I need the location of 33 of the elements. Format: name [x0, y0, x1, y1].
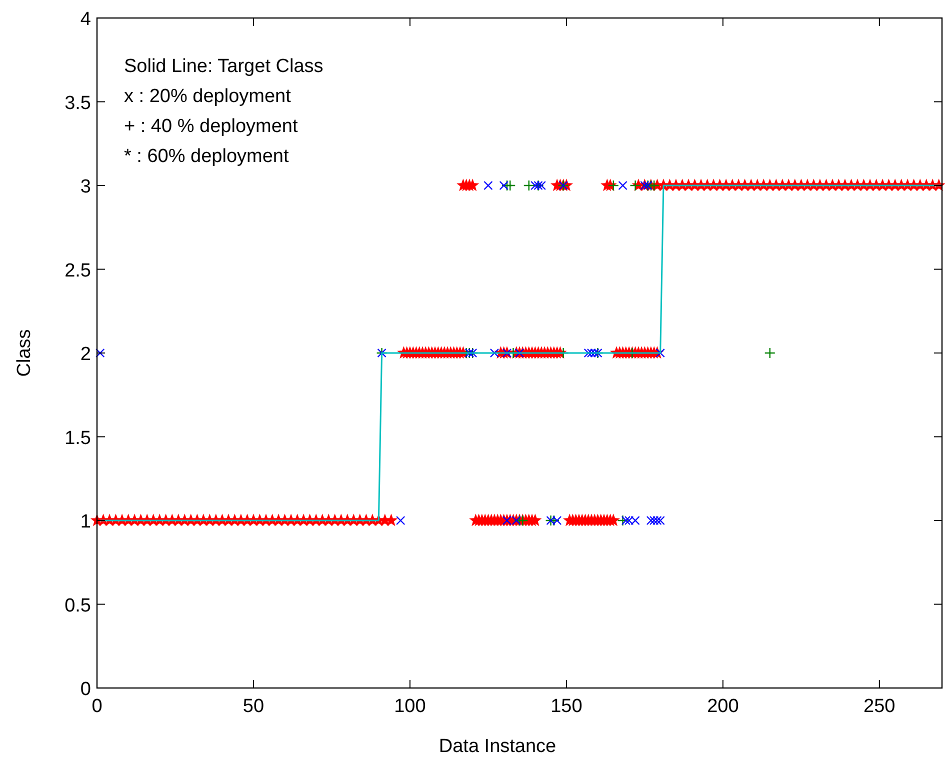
point [618, 180, 628, 190]
x-tick-label: 50 [242, 696, 264, 717]
x-tick-label: 250 [864, 696, 896, 717]
point [499, 180, 508, 190]
x-tick-label: 150 [550, 696, 582, 717]
y-tick-label: 0.5 [64, 595, 91, 616]
y-tick-label: 3.5 [64, 92, 91, 114]
annotation: + : 40 % deployment [124, 116, 298, 137]
point [523, 180, 534, 192]
y-tick-label: 0 [80, 679, 91, 700]
point [484, 180, 493, 190]
y-tick-label: 4 [80, 9, 92, 30]
point [656, 348, 665, 358]
y-tick-label: 2 [80, 344, 91, 365]
point [96, 348, 105, 358]
x-tick-label: 200 [707, 696, 739, 717]
point [764, 347, 776, 359]
annotation: Solid Line: Target Class [124, 56, 324, 77]
y-tick-label: 1.5 [64, 428, 91, 449]
y-tick-label: 3 [80, 176, 91, 198]
point [630, 180, 641, 192]
annotation: * : 60% deployment [124, 146, 290, 167]
y-tick-label: 1 [80, 512, 91, 532]
x-tick-label: 100 [394, 696, 426, 717]
point [504, 180, 516, 192]
y-tick-label: 2.5 [64, 260, 91, 282]
y-axis-title: Class [14, 329, 35, 377]
point [648, 180, 660, 192]
annotation: x : 20% deployment [124, 86, 292, 107]
point [396, 516, 406, 526]
point [490, 348, 500, 358]
x-axis-title: Data Instance [438, 736, 556, 757]
point [608, 180, 619, 192]
